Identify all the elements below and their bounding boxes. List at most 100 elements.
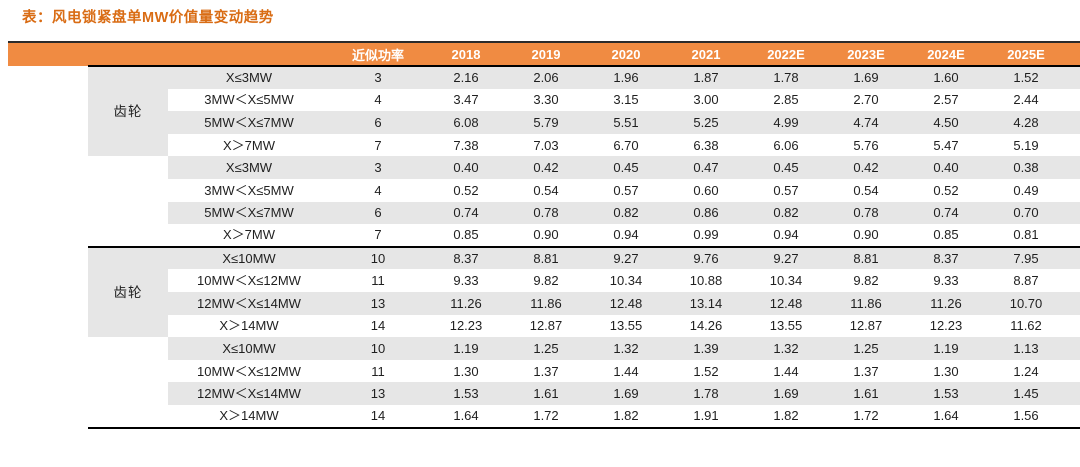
value-cell: 0.40 — [906, 156, 986, 179]
value-cell: 0.86 — [666, 201, 746, 225]
value-cell: 0.85 — [453, 227, 479, 243]
value-cell: 7.03 — [533, 137, 559, 153]
value-cell: 6.06 — [773, 137, 799, 153]
value-cell: 0.42 — [826, 156, 906, 179]
power-cell: 4 — [374, 92, 382, 108]
value-cell: 3.15 — [613, 92, 639, 108]
header-power: 近似功率 — [330, 41, 426, 67]
value-cell: 1.30 — [933, 363, 959, 379]
range-cell: 12MW＜X≤14MW — [168, 291, 330, 315]
value-cell: 0.70 — [986, 201, 1080, 225]
value-cell: 0.60 — [693, 182, 719, 198]
table-row: 齿轮 X≤10MW 10 8.37 8.81 9.27 9.76 9.27 8.81 8.37 7.… — [8, 245, 1080, 338]
value-cell: 12.48 — [746, 291, 826, 315]
group-label-cell: 齿轮 — [88, 66, 168, 157]
value-cell: 1.13 — [986, 337, 1080, 360]
value-cell: 13.55 — [609, 318, 643, 334]
value-cell: 8.37 — [426, 245, 506, 270]
value-cell: 1.32 — [746, 337, 826, 360]
value-cell: 12.23 — [929, 318, 963, 334]
value-cell: 1.60 — [906, 66, 986, 89]
value-cell: 0.82 — [746, 201, 826, 225]
value-cell: 8.81 — [826, 245, 906, 270]
value-cell: 5.19 — [1013, 137, 1039, 153]
value-cell: 0.78 — [506, 201, 586, 225]
value-cell: 3.00 — [693, 92, 719, 108]
range-cell: X≤10MW — [168, 337, 330, 360]
value-cell: 8.81 — [506, 245, 586, 270]
value-cell: 1.25 — [506, 337, 586, 360]
range-cell: 5MW＜X≤7MW — [168, 111, 330, 134]
value-cell: 5.47 — [933, 137, 959, 153]
left-margin-cell — [8, 359, 88, 383]
table-row: 12MW＜X≤14MW 13 1.53 1.61 1.69 1.78 1.69 1.61 1.5… — [8, 382, 1080, 405]
power-cell: 7 — [374, 227, 382, 243]
value-cell: 3.30 — [533, 92, 559, 108]
value-cell: 2.57 — [933, 92, 959, 108]
power-cell: 11 — [371, 363, 385, 379]
range-cell: 12MW＜X≤14MW — [168, 382, 330, 405]
power-cell: 14 — [370, 318, 386, 334]
table-row: X＞14MW 14 1.64 1.72 1.82 1.91 1.82 1.72 1.64 1.56 — [8, 404, 1080, 429]
left-margin-cell — [8, 382, 88, 405]
value-cell: 1.53 — [906, 382, 986, 405]
value-cell: 12.87 — [849, 318, 883, 334]
value-cell: 0.47 — [666, 156, 746, 179]
left-margin-cell — [8, 291, 88, 315]
power-cell: 6 — [330, 201, 426, 225]
left-margin-cell — [8, 246, 88, 270]
value-cell: 12.87 — [529, 318, 563, 334]
value-cell: 0.82 — [586, 201, 666, 225]
value-cell: 0.81 — [1013, 227, 1039, 243]
value-cell: 1.52 — [986, 66, 1080, 89]
range-cell: X＞7MW — [222, 137, 275, 153]
value-cell: 5.79 — [506, 111, 586, 134]
value-cell: 1.61 — [506, 382, 586, 405]
value-cell: 4.99 — [746, 111, 826, 134]
value-cell: 1.69 — [746, 382, 826, 405]
table-row: X≤10MW 10 1.19 1.25 1.32 1.39 1.32 1.25 1.19 1.13 — [8, 337, 1080, 429]
value-cell: 0.54 — [533, 182, 559, 198]
value-cell: 9.33 — [453, 273, 479, 289]
power-cell: 11 — [371, 273, 385, 289]
value-cell: 1.69 — [586, 382, 666, 405]
value-table: 近似功率 2018 2019 2020 2021 2022E 2023E 202… — [8, 41, 1080, 429]
left-margin-cell — [8, 404, 88, 428]
table-row: 齿轮 X≤3MW 3 2.16 2.06 1.96 1.87 1.78 1.69 1.60 1.52 — [8, 66, 1080, 157]
power-cell: 10 — [330, 245, 426, 270]
range-cell: 3MW＜X≤5MW — [204, 92, 294, 108]
value-cell: 0.74 — [426, 201, 506, 225]
group-label-cell: 齿轮 — [88, 245, 168, 338]
value-cell: 0.52 — [933, 182, 959, 198]
table-row: 10MW＜X≤12MW 11 1.30 1.37 1.44 1.52 1.44 1.37 1.3… — [8, 359, 1080, 383]
header-year-2020: 2020 — [586, 41, 666, 67]
value-cell: 9.27 — [746, 245, 826, 270]
table-body: 齿轮 X≤3MW 3 2.16 2.06 1.96 1.87 1.78 1.69 1.60 1.52… — [8, 66, 1080, 429]
value-cell: 3.47 — [453, 92, 479, 108]
value-cell: 1.30 — [453, 363, 479, 379]
value-cell: 0.42 — [506, 156, 586, 179]
value-cell: 12.23 — [449, 318, 483, 334]
value-cell: 11.86 — [826, 291, 906, 315]
value-cell: 9.33 — [933, 273, 959, 289]
header-row: 近似功率 2018 2019 2020 2021 2022E 2023E 202… — [8, 41, 1080, 67]
power-cell: 4 — [374, 182, 382, 198]
value-cell: 0.78 — [826, 201, 906, 225]
value-cell: 11.62 — [1010, 318, 1042, 334]
table-row: 5MW＜X≤7MW 6 6.08 5.79 5.51 5.25 4.99 4.74 4.50 4.… — [8, 111, 1080, 134]
table-row: 10MW＜X≤12MW 11 9.33 9.82 10.34 10.88 10.34 9.82… — [8, 269, 1080, 292]
value-cell: 5.25 — [666, 111, 746, 134]
header-year-2018: 2018 — [426, 41, 506, 67]
left-margin-cell — [8, 178, 88, 202]
table-row: 5MW＜X≤7MW 6 0.74 0.78 0.82 0.86 0.82 0.78 0.74 0.… — [8, 201, 1080, 225]
value-cell: 2.44 — [1013, 92, 1039, 108]
range-cell: 10MW＜X≤12MW — [197, 363, 301, 379]
value-cell: 1.96 — [586, 66, 666, 89]
table-title: 表：风电锁紧盘单MW价值量变动趋势 — [22, 10, 274, 26]
power-cell: 3 — [330, 66, 426, 89]
value-cell: 1.32 — [586, 337, 666, 360]
left-margin-cell — [8, 314, 88, 338]
value-cell: 2.16 — [426, 66, 506, 89]
value-cell: 0.54 — [853, 182, 879, 198]
